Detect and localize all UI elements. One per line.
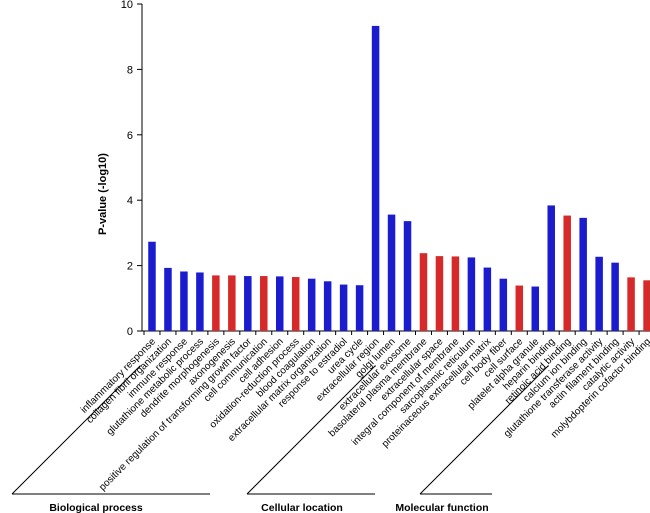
bar: [148, 241, 156, 331]
bar: [355, 285, 364, 331]
bar: [244, 276, 252, 331]
y-tick-label: 8: [127, 64, 133, 76]
bar: [275, 276, 284, 331]
bar: [627, 277, 635, 331]
bar: [419, 253, 428, 331]
bar: [531, 286, 540, 331]
y-axis: 0 2 4 6 8 10: [121, 0, 143, 338]
bar: [499, 278, 508, 331]
bar: [196, 272, 204, 331]
bar: [212, 275, 220, 331]
bar: [451, 256, 460, 331]
bar: [547, 205, 555, 331]
bar: [260, 276, 268, 331]
y-axis-title: P-value (-log10): [97, 153, 109, 235]
bar: [595, 256, 603, 331]
group-bracket-leg: [246, 364, 376, 495]
group-label: Biological process: [49, 502, 143, 513]
bar: [387, 214, 396, 331]
bar: [339, 284, 348, 331]
bar: [307, 278, 316, 331]
bar: [164, 267, 172, 331]
bar: [611, 262, 619, 331]
y-tick-label: 4: [127, 195, 133, 207]
bar: [515, 285, 524, 331]
bars: [148, 25, 650, 332]
bar: [323, 281, 332, 331]
bar: [643, 280, 650, 331]
y-tick-label: 2: [127, 261, 133, 273]
bar: [371, 25, 380, 332]
group-label: Molecular function: [395, 502, 488, 513]
group-label: Cellular location: [261, 502, 343, 513]
bar: [467, 257, 476, 331]
bar: [483, 267, 492, 331]
x-axis: [142, 330, 650, 335]
y-tick-label: 0: [127, 326, 133, 338]
group-bracket-leg: [11, 364, 141, 495]
bar: [228, 275, 236, 331]
bar: [403, 221, 412, 331]
y-tick-label: 6: [127, 130, 133, 142]
y-tick-label: 10: [121, 0, 133, 11]
group-bracket-leg: [419, 364, 549, 495]
bar: [291, 277, 300, 331]
bar: [180, 271, 188, 331]
bar: [435, 256, 444, 331]
category-groups: Biological process Cellular location Molec…: [11, 364, 549, 513]
bar: [563, 215, 571, 331]
bar: [579, 217, 587, 331]
